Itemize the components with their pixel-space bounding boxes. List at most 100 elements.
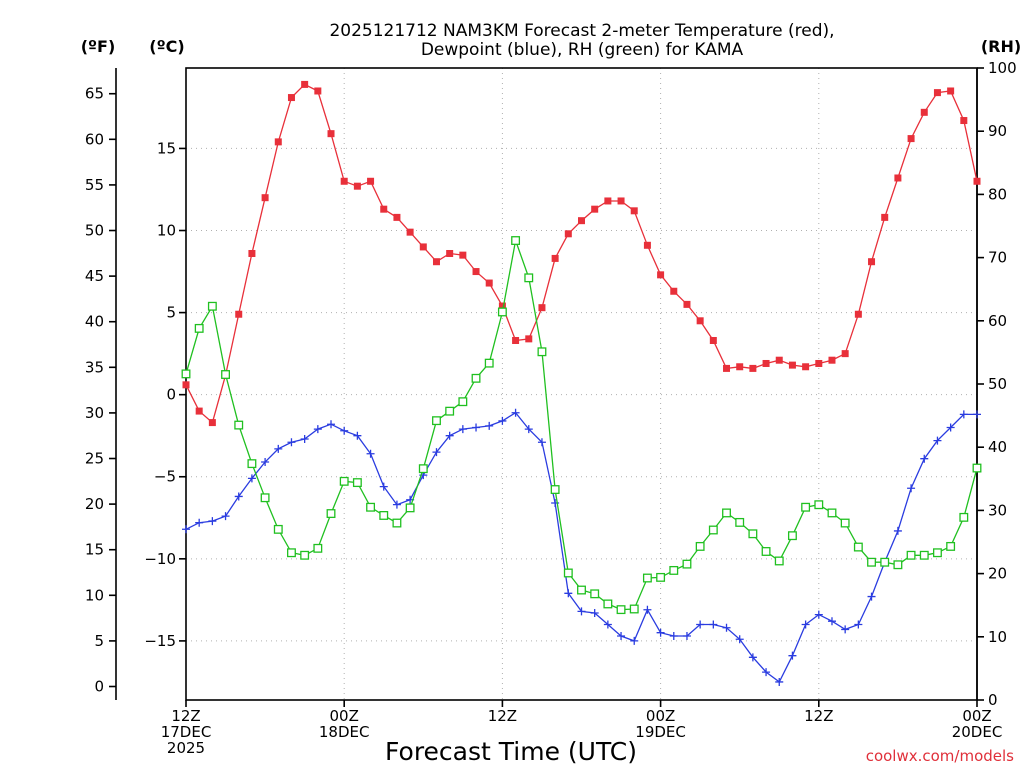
fahrenheit-tick-label: 20	[85, 495, 104, 513]
rh-point	[234, 420, 244, 430]
temperature-point	[459, 251, 467, 259]
rh-point	[352, 478, 362, 488]
rh-point	[867, 557, 876, 567]
series-temperature	[182, 80, 981, 427]
rh-tick-label: 80	[988, 185, 1007, 203]
temperature-point	[182, 381, 190, 389]
temperature-point	[393, 213, 401, 221]
temperature-point	[446, 249, 454, 257]
rh-point	[221, 370, 230, 379]
rh-point	[722, 508, 731, 518]
dewpoint-point	[933, 436, 942, 445]
rh-point	[524, 273, 534, 283]
temperature-point	[657, 271, 665, 279]
rh-point	[300, 550, 310, 560]
rh-point	[313, 543, 323, 553]
temperature-point	[248, 249, 256, 257]
rh-point	[669, 565, 679, 575]
rh-unit-label: (RH)	[981, 37, 1021, 56]
x-axis-label: Forecast Time (UTC)	[385, 737, 637, 766]
dewpoint-point	[432, 448, 441, 457]
temperature-line	[185, 83, 978, 424]
chart-title-line-2: Dewpoint (blue), RH (green) for KAMA	[421, 40, 744, 60]
temperature-point	[314, 87, 322, 95]
rh-point	[550, 485, 560, 494]
dewpoint-point	[353, 431, 362, 440]
dewpoint-point	[195, 518, 204, 527]
temperature-point	[195, 407, 203, 415]
dewpoint-point	[854, 620, 863, 629]
temperature-point	[380, 205, 388, 213]
dewpoint-point	[814, 610, 823, 619]
dewpoint-point	[577, 607, 586, 616]
temperature-point	[472, 268, 480, 276]
fahrenheit-tick-label: 35	[85, 358, 104, 376]
dewpoint-point	[485, 421, 494, 430]
temperature-point	[208, 419, 216, 427]
temperature-point	[815, 359, 823, 367]
temperature-point	[696, 317, 704, 325]
temperature-point	[340, 177, 348, 185]
temperature-point	[868, 258, 876, 266]
rh-point	[656, 572, 666, 582]
celsius-tick-label: 0	[166, 386, 176, 404]
temperature-point	[960, 117, 968, 125]
fahrenheit-tick-label: 25	[85, 450, 104, 468]
temperature-point	[367, 177, 375, 185]
dewpoint-point	[801, 620, 810, 629]
dewpoint-point	[973, 410, 981, 419]
fahrenheit-tick-label: 5	[94, 632, 104, 650]
temperature-point	[947, 87, 955, 95]
x-tick-label: 12Z	[804, 707, 833, 725]
dewpoint-point	[564, 589, 573, 598]
dewpoint-point	[511, 408, 520, 417]
series-layer	[181, 80, 982, 686]
rh-point	[893, 560, 903, 570]
fahrenheit-tick-label: 50	[85, 222, 104, 240]
temperature-point	[762, 359, 770, 367]
rh-point	[827, 508, 837, 518]
dewpoint-point	[261, 457, 270, 466]
rh-point	[590, 589, 600, 599]
temperature-point	[551, 254, 559, 262]
dewpoint-point	[208, 517, 217, 526]
x-tick-label: 12Z	[488, 707, 517, 725]
temperature-point	[894, 174, 902, 182]
dewpoint-point	[669, 631, 678, 640]
dewpoint-point	[327, 420, 336, 429]
dewpoint-point	[788, 651, 797, 660]
rh-point	[708, 525, 718, 535]
celsius-tick-label: −10	[144, 550, 176, 568]
temperature-point	[723, 364, 731, 372]
dewpoint-point	[313, 425, 322, 434]
rh-point	[787, 531, 797, 541]
rh-point	[880, 557, 890, 567]
rh-point	[511, 236, 521, 245]
temperature-point	[775, 356, 783, 364]
temperature-point	[749, 364, 757, 372]
dewpoint-point	[472, 423, 481, 432]
rh-point	[273, 524, 283, 534]
temperature-point	[683, 300, 691, 308]
rh-point	[603, 599, 613, 609]
dewpoint-point	[841, 625, 850, 634]
rh-point	[326, 509, 336, 519]
dewpoint-point	[893, 526, 902, 535]
celsius-tick-label: 10	[157, 222, 176, 240]
fahrenheit-tick-label: 40	[85, 313, 104, 331]
temperature-point	[604, 197, 612, 205]
dewpoint-point	[182, 525, 190, 534]
rh-point	[207, 301, 217, 311]
temperature-point	[419, 243, 427, 251]
x-tick-label: 17DEC	[161, 723, 212, 741]
plot-frame	[185, 67, 978, 701]
dewpoint-point	[445, 431, 454, 440]
temperature-point	[564, 230, 572, 238]
rh-tick-label: 30	[988, 501, 1007, 519]
temperature-point	[498, 302, 506, 310]
rh-point	[853, 542, 863, 552]
temperature-point	[643, 241, 651, 249]
rh-point	[418, 464, 428, 474]
rh-tick-label: 50	[988, 375, 1007, 393]
